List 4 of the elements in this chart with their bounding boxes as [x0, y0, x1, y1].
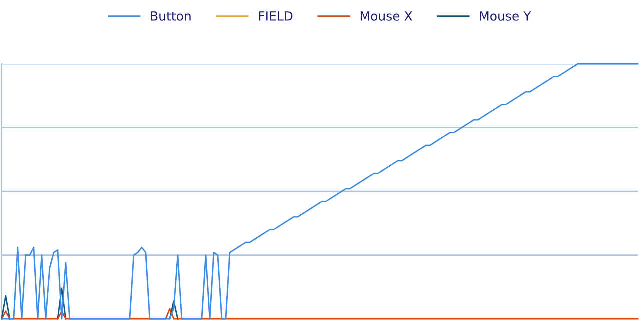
legend-label: Mouse Y: [480, 12, 532, 21]
legend-label: Button: [151, 12, 191, 21]
legend-label: Mouse X: [360, 12, 412, 21]
legend-label: FIELD: [259, 12, 293, 21]
